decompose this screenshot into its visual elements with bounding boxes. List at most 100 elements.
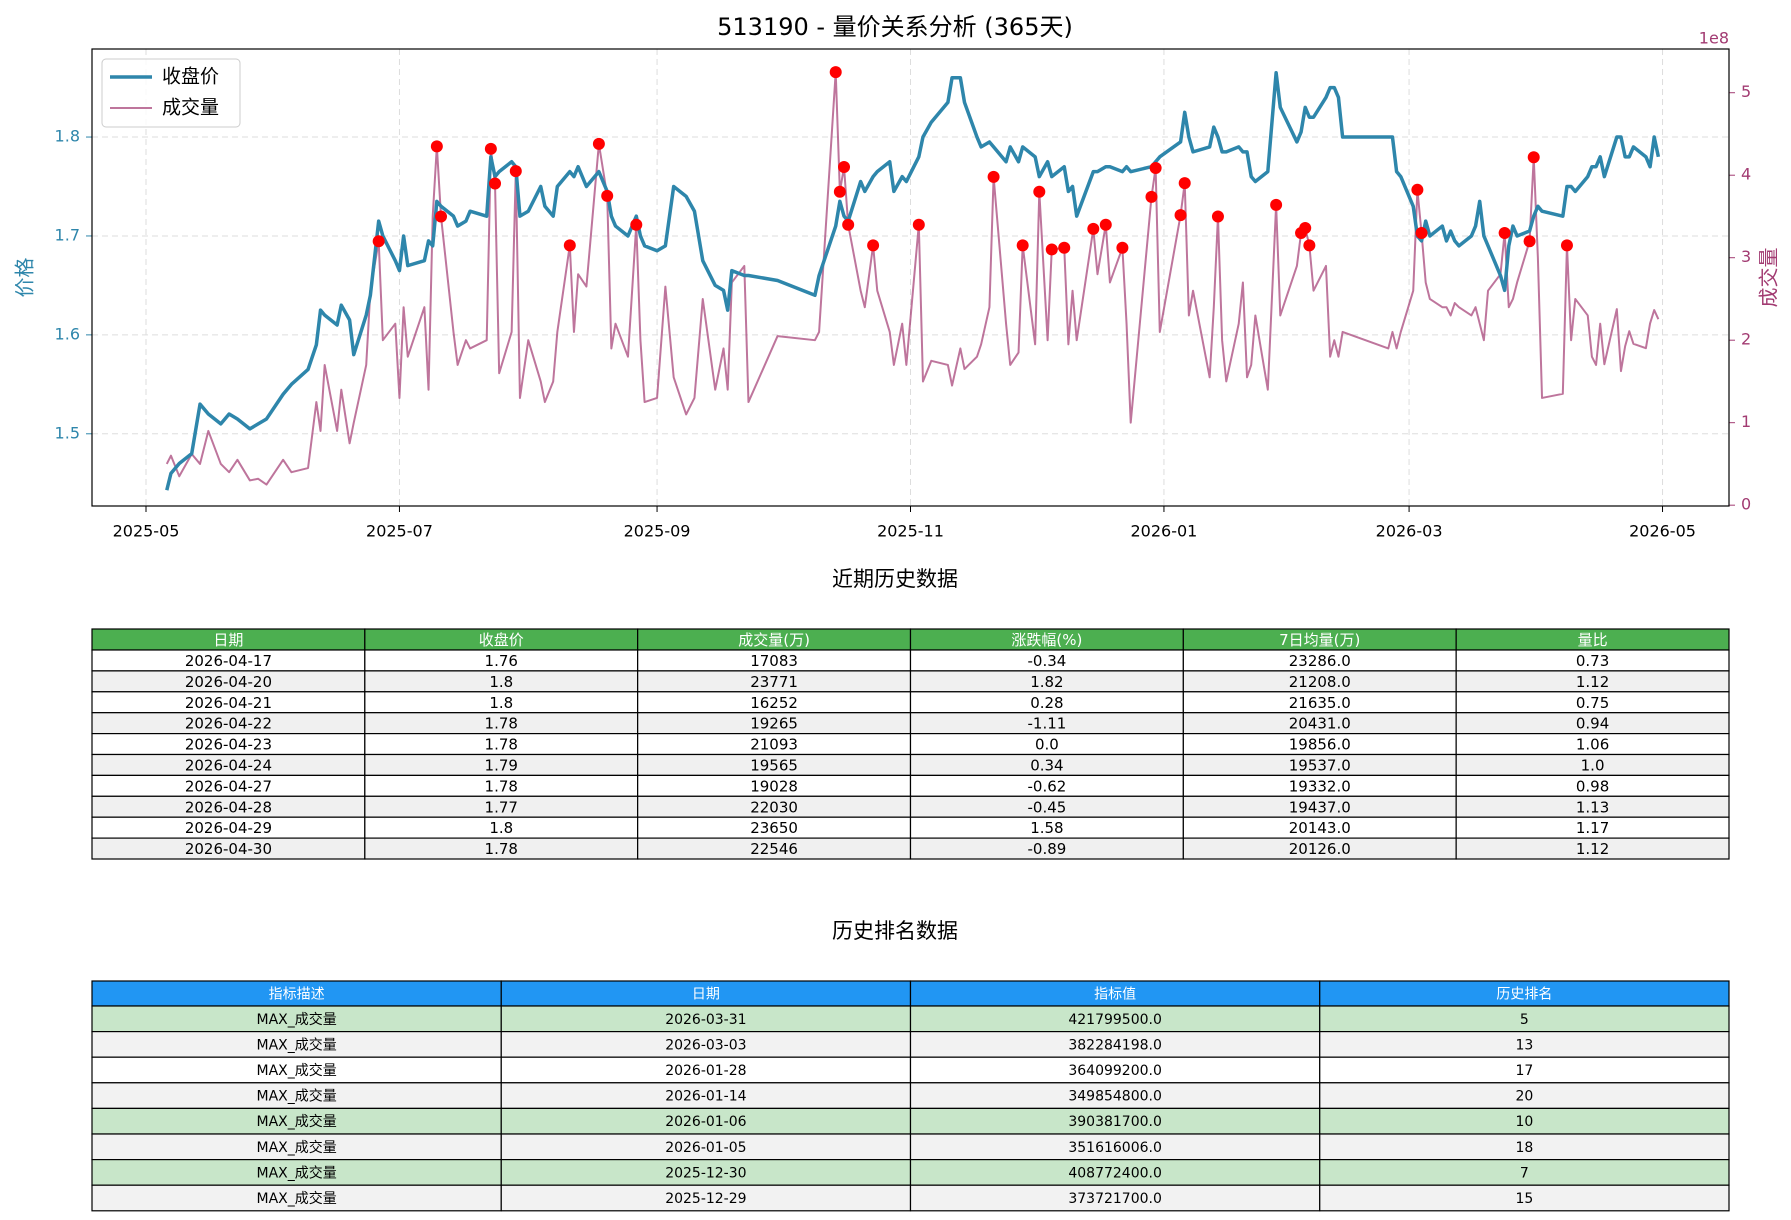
volume-spike <box>987 170 1000 183</box>
volume-spike <box>1270 198 1283 211</box>
volume-spike <box>1174 209 1187 222</box>
table-cell <box>500 1158 912 1186</box>
cell-text: 2026-01-06 <box>665 1114 746 1130</box>
x-tick-label: 2025-09 <box>624 522 691 541</box>
cell-text: 18 <box>1515 1140 1533 1156</box>
cell-text: 2025-12-30 <box>665 1165 746 1181</box>
cell-text: 1.12 <box>1576 673 1609 691</box>
volume-spike <box>430 140 443 153</box>
cell-text: 0.34 <box>1030 756 1063 774</box>
table-cell <box>909 1158 1321 1186</box>
cell-text: 21635.0 <box>1289 694 1351 712</box>
table-cell <box>1455 837 1730 860</box>
cell-text: 1.76 <box>485 652 518 670</box>
cell-text: 2026-04-21 <box>185 694 272 712</box>
volume-spike <box>1016 239 1029 252</box>
cell-text: 19565 <box>750 756 798 774</box>
cell-text: 2026-04-27 <box>185 777 272 795</box>
cell-text: 17083 <box>750 652 798 670</box>
cell-text: 2026-04-28 <box>185 798 272 816</box>
cell-text: 0.73 <box>1576 652 1609 670</box>
header-cell <box>91 980 502 1007</box>
x-tick-label: 2025-07 <box>366 522 433 541</box>
chart-title: 513190 - 量价关系分析 (365天) <box>717 13 1073 41</box>
table-cell <box>91 1005 502 1033</box>
cell-text: MAX_成交量 <box>257 1164 337 1181</box>
volume-spike <box>630 218 643 231</box>
cell-text: 382284198.0 <box>1068 1037 1162 1053</box>
plot-frame <box>91 48 1730 507</box>
cell-text: 2026-04-30 <box>185 840 272 858</box>
cell-text: -0.62 <box>1028 777 1067 795</box>
cell-text: 1.8 <box>489 673 513 691</box>
cell-text: MAX_成交量 <box>257 1062 337 1079</box>
volume-spike <box>1498 226 1511 239</box>
cell-text: 2026-01-14 <box>665 1089 746 1105</box>
table-cell <box>1319 1133 1730 1161</box>
y2-tick-label: 0 <box>1741 495 1751 514</box>
table-cell <box>500 1107 912 1135</box>
line-series <box>165 70 1661 491</box>
cell-text: 0.28 <box>1030 694 1063 712</box>
cell-text: 20143.0 <box>1289 819 1351 837</box>
cell-text: 1.78 <box>485 840 518 858</box>
header-text: 日期 <box>692 987 720 1003</box>
table-cell <box>91 1030 502 1058</box>
volume-spike <box>833 185 846 198</box>
cell-text: 19537.0 <box>1289 756 1351 774</box>
cell-text: 2026-01-05 <box>665 1140 746 1156</box>
cell-text: 1.0 <box>1581 756 1605 774</box>
cell-text: 7 <box>1520 1165 1529 1181</box>
cell-text: 5 <box>1520 1012 1529 1028</box>
cell-text: 390381700.0 <box>1068 1114 1162 1130</box>
volume-spike <box>1527 151 1540 164</box>
table-cell <box>1319 1005 1730 1033</box>
cell-text: 20431.0 <box>1289 715 1351 733</box>
legend-label: 成交量 <box>162 97 219 119</box>
header-text: 涨跌幅(%) <box>1011 631 1082 649</box>
volume-spike <box>1145 190 1158 203</box>
volume-spike <box>1149 161 1162 174</box>
cell-text: 1.78 <box>485 736 518 754</box>
y-tick-label: 1.8 <box>55 127 80 146</box>
volume-spike <box>563 239 576 252</box>
table-cell <box>91 1107 502 1135</box>
cell-text: 2026-04-23 <box>185 736 272 754</box>
volume-spike <box>1087 222 1100 235</box>
cell-text: 1.78 <box>485 715 518 733</box>
table-cell <box>1319 1184 1730 1212</box>
table-cell <box>1319 1030 1730 1058</box>
cell-text: 2026-04-29 <box>185 819 272 837</box>
y2-tick-label: 1 <box>1741 412 1751 431</box>
volume-spike <box>435 210 448 223</box>
volume-spike <box>1411 183 1424 196</box>
cell-text: 15 <box>1515 1191 1533 1207</box>
cell-text: MAX_成交量 <box>257 1190 337 1207</box>
volume-spike <box>484 142 497 155</box>
cell-text: 1.78 <box>485 777 518 795</box>
cell-text: 1.06 <box>1576 736 1609 754</box>
volume-spike <box>1560 239 1573 252</box>
cell-text: 1.12 <box>1576 840 1609 858</box>
cell-text: 0.0 <box>1035 736 1059 754</box>
volume-spike <box>372 235 385 248</box>
volume-spike <box>912 218 925 231</box>
volume-spike <box>867 239 880 252</box>
table-cell <box>500 1133 912 1161</box>
cell-text: 23771 <box>750 673 798 691</box>
y-tick-label: 1.6 <box>55 324 80 343</box>
cell-text: 2026-04-24 <box>185 756 272 774</box>
cell-text: 23650 <box>750 819 798 837</box>
volume-spike <box>1058 241 1071 254</box>
x-tick-label: 2025-05 <box>113 522 180 541</box>
header-text: 指标值 <box>1094 987 1136 1003</box>
y2-multiplier: 1e8 <box>1699 29 1729 48</box>
cell-text: 16252 <box>750 694 798 712</box>
cell-text: 1.8 <box>489 694 513 712</box>
y2-tick-label: 4 <box>1741 165 1751 184</box>
header-cell <box>909 980 1321 1007</box>
table-cell <box>91 1133 502 1161</box>
cell-text: 19265 <box>750 715 798 733</box>
y-tick-label: 1.7 <box>55 225 80 244</box>
cell-text: -0.45 <box>1028 798 1067 816</box>
